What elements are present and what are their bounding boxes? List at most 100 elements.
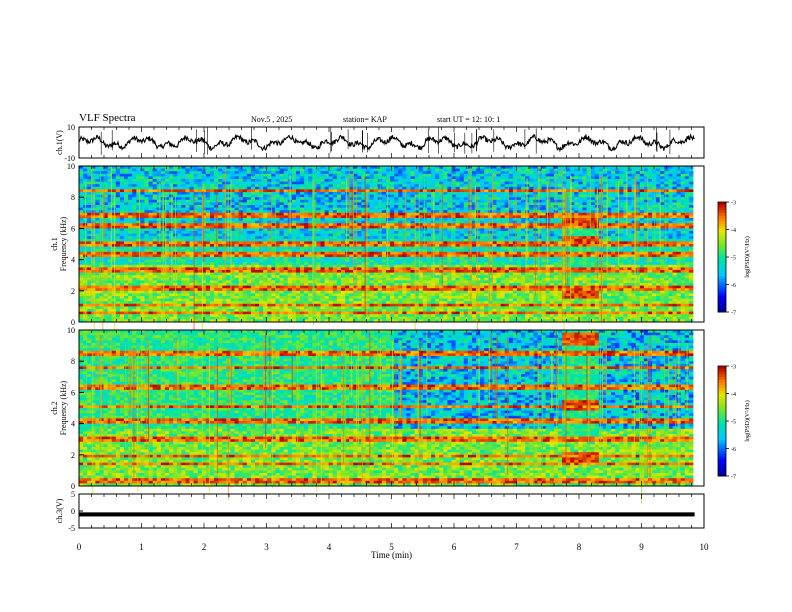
spectro-cell — [185, 267, 189, 270]
spectro-cell — [333, 192, 337, 195]
spectro-cell — [132, 293, 136, 296]
spectro-cell — [288, 236, 292, 239]
spectro-cell — [292, 301, 296, 304]
spectro-cell — [226, 309, 230, 312]
spectro-cell — [263, 205, 267, 208]
spectro-cell — [337, 257, 341, 260]
spectro-cell — [95, 262, 99, 265]
spectro-cell — [136, 262, 140, 265]
spectro-cell — [136, 221, 140, 224]
spectro-cell — [337, 197, 341, 200]
spectro-cell — [165, 176, 169, 179]
spectro-cell — [284, 314, 288, 317]
spectro-cell — [157, 189, 161, 192]
spectro-cell — [243, 215, 247, 218]
spectro-cell — [177, 218, 181, 221]
spectro-cell — [288, 280, 292, 283]
spectro-cell — [271, 309, 275, 312]
spectro-cell — [206, 226, 210, 229]
spectro-cell — [247, 275, 251, 278]
spectro-cell — [345, 223, 349, 226]
spectro-cell — [79, 280, 83, 283]
spectro-cell — [325, 288, 329, 291]
spectro-cell — [157, 286, 161, 289]
spectro-cell — [337, 210, 341, 213]
spectro-cell — [116, 309, 120, 312]
spectro-cell — [140, 239, 144, 242]
spectro-cell — [288, 296, 292, 299]
spectro-cell — [325, 231, 329, 234]
spectro-cell — [149, 280, 153, 283]
spectro-cell — [190, 174, 194, 177]
spectro-cell — [206, 257, 210, 260]
spectro-cell — [259, 241, 263, 244]
spectro-cell — [349, 288, 353, 291]
spectro-cell — [157, 205, 161, 208]
spectro-cell — [300, 249, 304, 252]
spectro-cell — [218, 179, 222, 182]
spectro-cell — [263, 286, 267, 289]
spectro-cell — [337, 262, 341, 265]
spectro-cell — [104, 296, 108, 299]
spectro-cell — [296, 267, 300, 270]
spectro-cell — [316, 213, 320, 216]
spectro-cell — [259, 283, 263, 286]
spectro-cell — [329, 262, 333, 265]
spectro-cell — [140, 234, 144, 237]
spectro-cell — [132, 171, 136, 174]
spectro-cell — [104, 176, 108, 179]
spectro-cell — [79, 176, 83, 179]
spectro-cell — [300, 223, 304, 226]
spectro-cell — [95, 304, 99, 307]
spectro-cell — [190, 218, 194, 221]
spectro-cell — [153, 215, 157, 218]
spectro-cell — [275, 223, 279, 226]
spectro-cell — [357, 169, 361, 172]
spectro-cell — [206, 236, 210, 239]
spectro-cell — [300, 278, 304, 281]
spectro-cell — [292, 309, 296, 312]
spectro-cell — [124, 299, 128, 302]
spectro-cell — [292, 210, 296, 213]
spectro-cell — [308, 192, 312, 195]
spectro-cell — [321, 231, 325, 234]
spectro-cell — [357, 293, 361, 296]
spectro-cell — [124, 301, 128, 304]
spectro-cell — [316, 262, 320, 265]
spectro-cell — [271, 174, 275, 177]
spectro-cell — [304, 205, 308, 208]
spectro-cell — [267, 314, 271, 317]
spectro-cell — [357, 187, 361, 190]
spectro-cell — [153, 169, 157, 172]
spectro-cell — [198, 280, 202, 283]
spectro-cell — [288, 301, 292, 304]
spectro-cell — [177, 301, 181, 304]
spectro-cell — [157, 283, 161, 286]
spectro-cell — [210, 249, 214, 252]
spectro-cell — [288, 252, 292, 255]
spectro-cell — [157, 244, 161, 247]
spectro-cell — [136, 286, 140, 289]
spectro-cell — [296, 189, 300, 192]
spectro-cell — [95, 208, 99, 211]
spectro-cell — [181, 210, 185, 213]
spectro-cell — [222, 291, 226, 294]
spectro-cell — [321, 260, 325, 263]
spectro-cell — [87, 210, 91, 213]
spectro-cell — [259, 200, 263, 203]
spectro-cell — [357, 195, 361, 198]
spectro-cell — [190, 270, 194, 273]
spectro-cell — [177, 205, 181, 208]
spectro-cell — [210, 171, 214, 174]
spectro-cell — [288, 278, 292, 281]
spectro-cell — [149, 247, 153, 250]
spectro-cell — [255, 314, 259, 317]
spectro-cell — [218, 304, 222, 307]
spectro-cell — [345, 192, 349, 195]
spectro-cell — [124, 247, 128, 250]
spectro-cell — [288, 169, 292, 172]
spectro-cell — [357, 291, 361, 294]
spectro-cell — [226, 257, 230, 260]
spectro-cell — [316, 223, 320, 226]
spectro-cell — [325, 273, 329, 276]
